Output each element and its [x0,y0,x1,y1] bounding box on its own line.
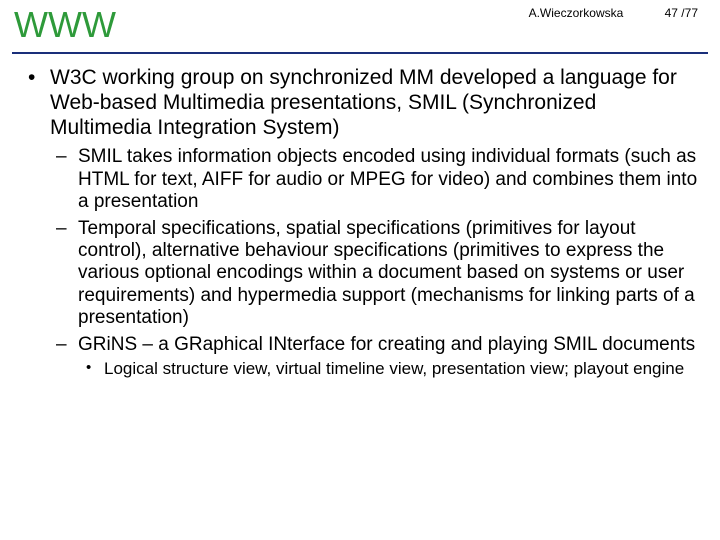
bullet-lvl2: Temporal specifications, spatial specifi… [50,218,698,330]
slide: A.Wieczorkowska 47 /77 WWW W3C working g… [0,0,720,540]
bullet-lvl2: SMIL takes information objects encoded u… [50,146,698,213]
bullet-lvl2: GRiNS – a GRaphical INterface for creati… [50,334,698,380]
bullet-list-lvl3: Logical structure view, virtual timeline… [78,359,698,379]
bullet-lvl1: W3C working group on synchronized MM dev… [22,66,698,379]
bullet-lvl3-text: Logical structure view, virtual timeline… [104,359,684,378]
bullet-lvl2-text: GRiNS – a GRaphical INterface for creati… [78,334,695,355]
bullet-list-lvl1: W3C working group on synchronized MM dev… [22,66,698,379]
author-label: A.Wieczorkowska [529,6,624,20]
content-area: W3C working group on synchronized MM dev… [22,66,698,385]
slide-title: WWW [14,4,116,46]
bullet-lvl2-text: SMIL takes information objects encoded u… [78,146,697,212]
bullet-lvl2-text: Temporal specifications, spatial specifi… [78,218,695,329]
title-rule [12,52,708,54]
bullet-list-lvl2: SMIL takes information objects encoded u… [50,146,698,379]
bullet-lvl3: Logical structure view, virtual timeline… [78,359,698,379]
bullet-lvl1-text: W3C working group on synchronized MM dev… [50,66,677,139]
page-number: 47 /77 [665,6,698,20]
header-meta: A.Wieczorkowska 47 /77 [529,6,698,20]
